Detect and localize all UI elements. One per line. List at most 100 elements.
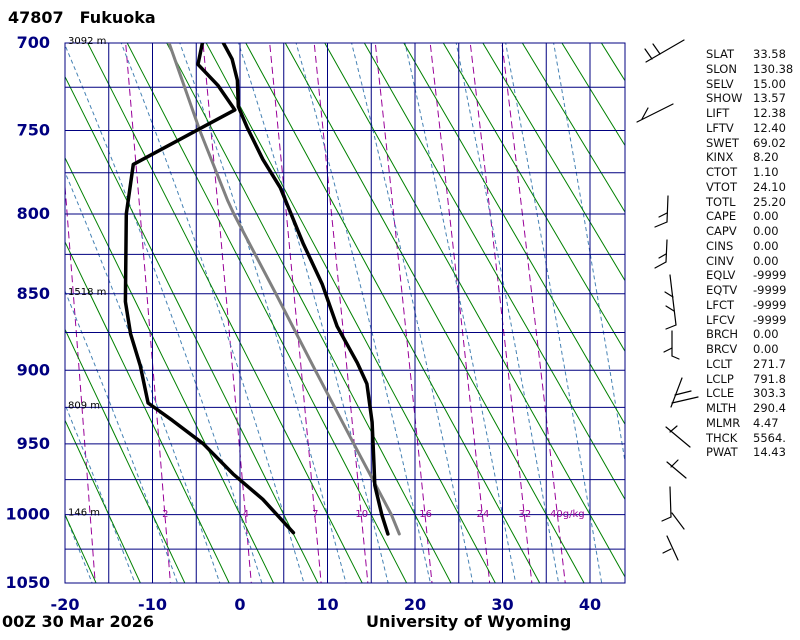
index-row: PWAT 14.43 — [706, 445, 793, 460]
index-label: LCLE — [706, 386, 735, 401]
wind-barb — [661, 486, 685, 530]
temp-tick-label: 40 — [579, 595, 601, 614]
index-label: BRCH — [706, 327, 738, 342]
index-value: 271.7 — [753, 356, 786, 371]
index-value: 5564. — [753, 430, 786, 445]
index-value: 130.38 — [753, 61, 794, 76]
index-label: LFCT — [706, 297, 735, 312]
index-label: MLMR — [706, 415, 741, 430]
index-value: 0.00 — [753, 327, 779, 342]
pressure-tick-label: 1050 — [5, 573, 50, 592]
wind-barb — [664, 274, 677, 330]
wind-barb — [670, 377, 699, 408]
height-label: 3092 m — [68, 36, 106, 47]
wind-barb — [636, 103, 674, 123]
index-value: -9999 — [753, 312, 787, 327]
wind-barb — [662, 535, 679, 561]
index-row: THCK 5564. — [706, 431, 793, 446]
index-label: LIFT — [706, 106, 730, 120]
mixing-ratio-label: 7 — [312, 509, 318, 520]
height-label: 1518 m — [68, 287, 106, 298]
wind-barb — [665, 425, 691, 448]
sounding-curves — [123, 43, 401, 536]
index-value: -9999 — [753, 283, 787, 297]
station-name: Fukuoka — [79, 8, 156, 27]
index-row: SHOW 13.57 — [706, 91, 793, 106]
parcel-path-curve — [167, 43, 401, 536]
index-label: VTOT — [706, 179, 737, 194]
index-row: LCLT 271.7 — [706, 357, 793, 372]
wind-barb-column — [636, 39, 699, 561]
mixing-ratio-lines — [65, 43, 566, 583]
pressure-tick-label: 800 — [17, 204, 50, 223]
index-value: 12.38 — [753, 106, 786, 120]
index-label: SLAT — [706, 47, 734, 61]
temp-tick-label: 0 — [234, 595, 245, 614]
index-label: SLON — [706, 61, 737, 76]
index-label: THCK — [706, 430, 738, 445]
index-row: SELV 15.00 — [706, 77, 793, 92]
temperature-axis-labels: -20 -10 0 10 20 30 40 — [51, 595, 602, 614]
index-row: LFCV -9999 — [706, 313, 793, 328]
dry-adiabat-lines — [65, 43, 625, 583]
index-row: TOTL 25.20 — [706, 195, 793, 210]
index-value: 0.00 — [753, 224, 779, 238]
index-label: LCLT — [706, 356, 733, 371]
index-value: 12.40 — [753, 120, 786, 135]
mixing-ratio-label: 2 — [162, 509, 168, 520]
temp-tick-label: -20 — [51, 595, 80, 614]
pressure-tick-label: 950 — [17, 434, 50, 453]
height-labels: 3092 m 1518 m 809 m 146 m — [68, 36, 106, 519]
index-row: MLTH 290.4 — [706, 401, 793, 416]
index-row: LFTV 12.40 — [706, 121, 793, 136]
dewpoint-curve — [123, 43, 296, 535]
index-row: BRCV 0.00 — [706, 342, 793, 357]
mixing-ratio-label: 32 — [519, 509, 532, 520]
index-label: CTOT — [706, 165, 738, 179]
temperature-curve — [221, 43, 390, 536]
index-value: 290.4 — [753, 401, 786, 415]
height-label: 146 m — [68, 508, 100, 519]
background-line-families — [65, 43, 625, 583]
valid-time: 00Z 30 Mar 2026 — [2, 612, 154, 631]
index-row: EQTV -9999 — [706, 283, 793, 298]
index-value: 8.20 — [753, 150, 779, 165]
index-label: CINS — [706, 238, 734, 253]
index-value: 69.02 — [753, 135, 786, 150]
pressure-axis-labels: 700 750 800 850 900 950 1000 1050 — [5, 33, 50, 592]
index-value: -9999 — [753, 297, 787, 312]
index-row: KINX 8.20 — [706, 150, 793, 165]
credit-text: University of Wyoming — [366, 612, 572, 631]
index-value: 4.47 — [753, 415, 779, 430]
mixing-ratio-label: 40g/kg — [550, 509, 585, 520]
index-value: 13.57 — [753, 91, 786, 106]
index-row: BRCH 0.00 — [706, 327, 793, 342]
index-value: -9999 — [753, 268, 787, 283]
mixing-ratio-labels: 2 4 7 10 16 24 32 40g/kg — [162, 509, 584, 520]
index-label: CINV — [706, 253, 734, 268]
height-label: 809 m — [68, 400, 100, 411]
index-value: 33.58 — [753, 47, 786, 61]
index-row: CAPE 0.00 — [706, 209, 793, 224]
index-row: CINS 0.00 — [706, 239, 793, 254]
temp-tick-label: 30 — [491, 595, 513, 614]
index-label: LCLP — [706, 371, 734, 386]
temp-tick-label: 20 — [404, 595, 426, 614]
index-row: CTOT 1.10 — [706, 165, 793, 180]
index-label: LFCV — [706, 312, 735, 327]
station-id: 47807 — [8, 8, 64, 27]
index-row: SLAT 33.58 — [706, 47, 793, 62]
temp-tick-label: 10 — [316, 595, 338, 614]
pressure-tick-label: 1000 — [5, 505, 50, 524]
index-value: 14.43 — [753, 445, 786, 460]
mixing-ratio-label: 24 — [477, 509, 490, 520]
mixing-ratio-label: 10 — [355, 509, 368, 520]
index-value: 24.10 — [753, 179, 786, 194]
wind-barb — [654, 239, 668, 269]
index-row: EQLV -9999 — [706, 268, 793, 283]
index-label: CAPV — [706, 224, 737, 238]
wind-barb — [654, 195, 669, 228]
index-row: LCLP 791.8 — [706, 372, 793, 387]
